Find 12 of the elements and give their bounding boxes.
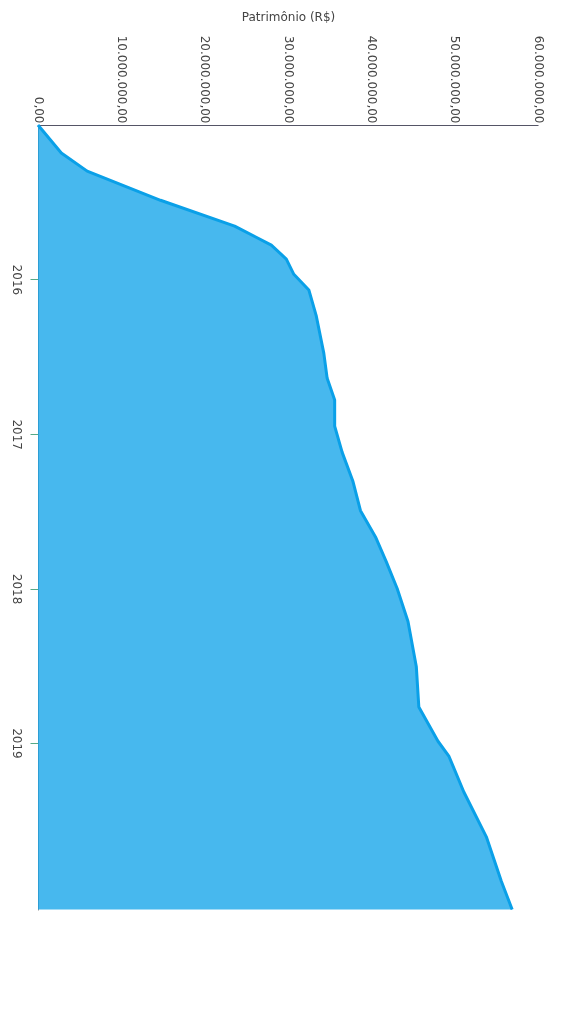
x-tick-label: 50.000.000,00	[448, 35, 463, 124]
x-tick-label: 10.000.000,00	[114, 35, 129, 124]
x-tick-label: 0,00	[31, 96, 46, 124]
x-axis-title: Patrimônio (R$)	[241, 9, 336, 24]
x-tick-label: 40.000.000,00	[364, 35, 379, 124]
y-tick-label: 2019	[9, 728, 24, 759]
y-tick-label: 2017	[9, 419, 24, 450]
x-tick-label: 30.000.000,00	[281, 35, 296, 124]
y-tick-label: 2016	[9, 264, 24, 296]
x-tick-label: 20.000.000,00	[198, 35, 213, 124]
x-tick-label: 60.000.000,00	[531, 35, 546, 124]
y-tick-label: 2018	[9, 573, 24, 605]
